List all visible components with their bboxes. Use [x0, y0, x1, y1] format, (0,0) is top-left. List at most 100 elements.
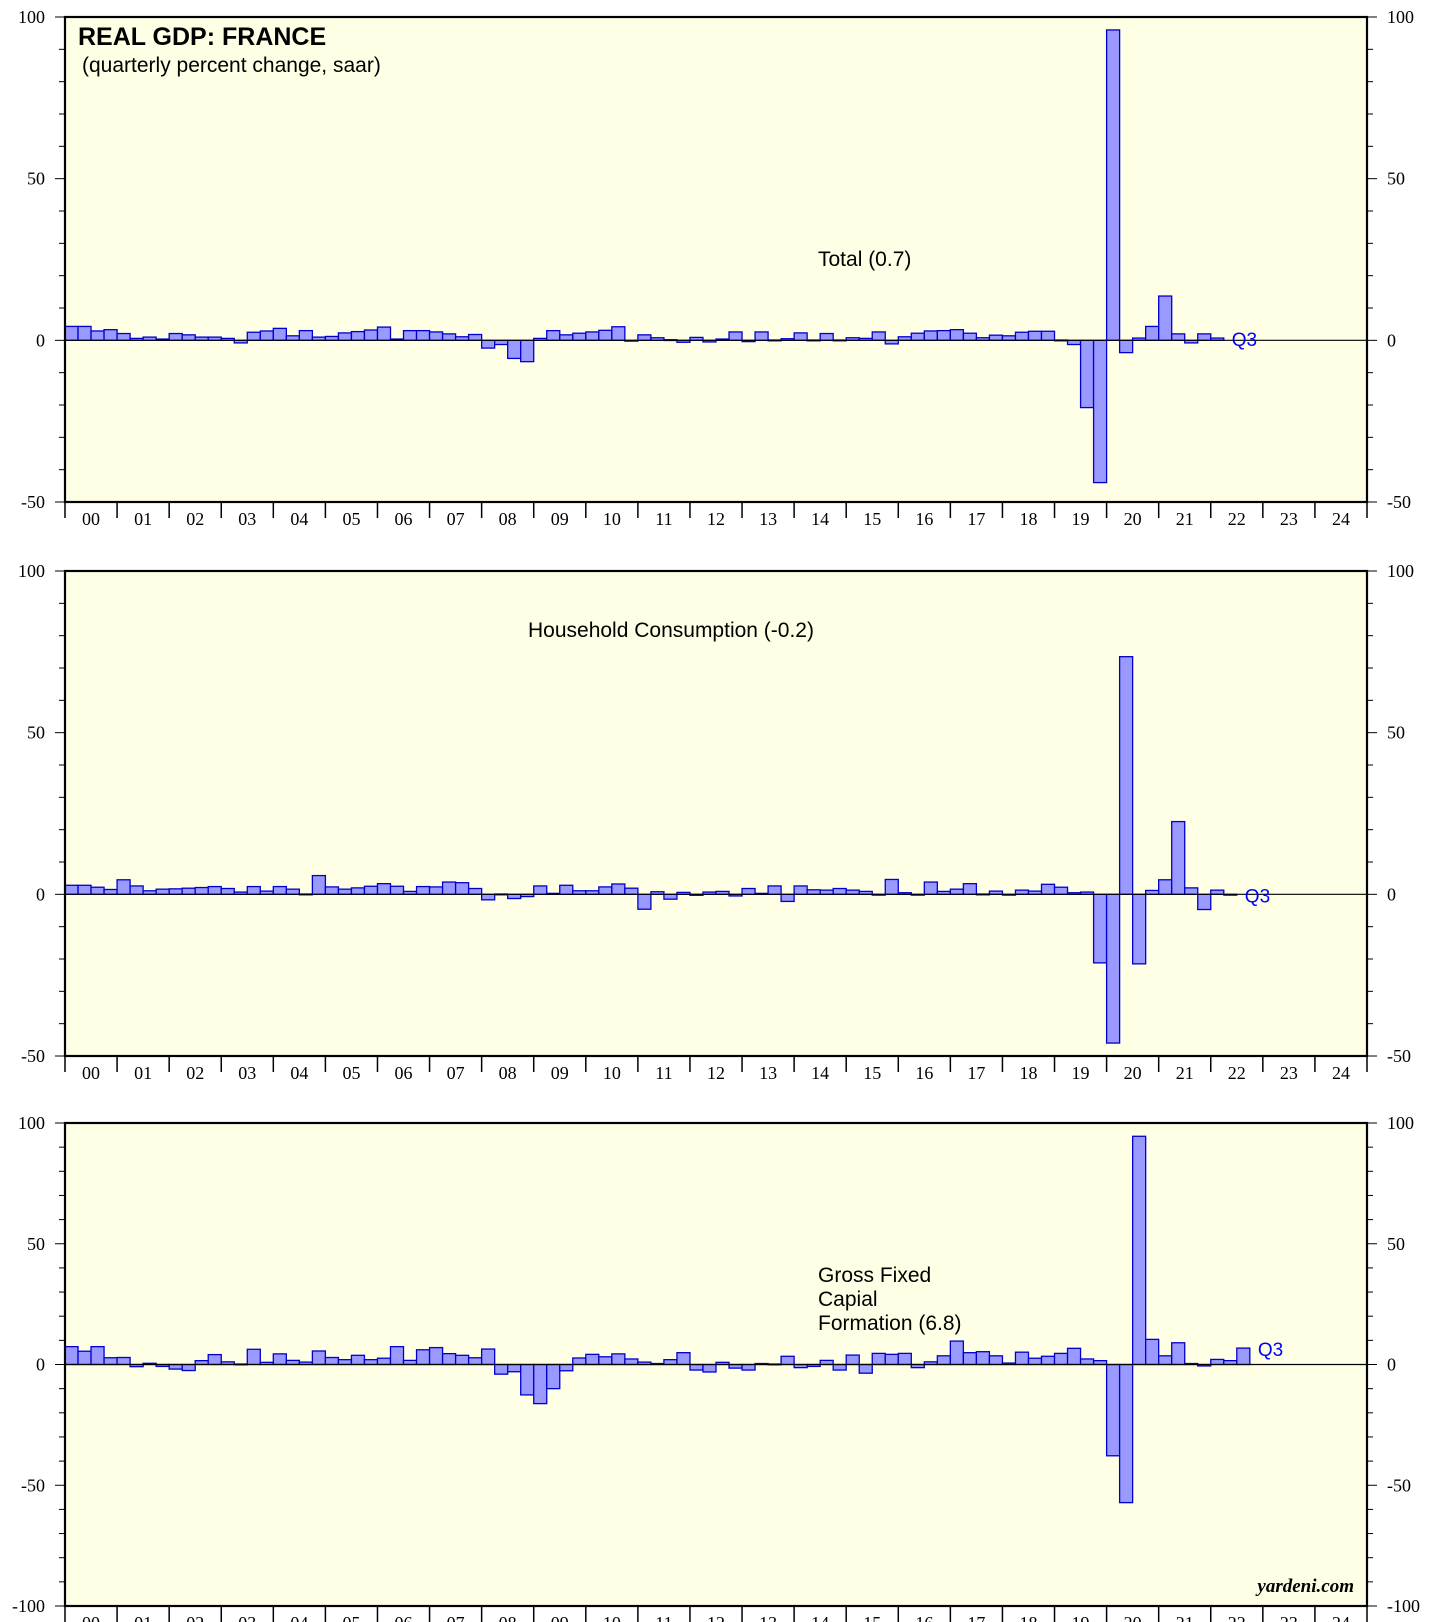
bar-total-27	[415, 329, 431, 341]
x-tick-label: 17	[967, 509, 985, 529]
y-tick-label-left: 0	[36, 1355, 45, 1375]
x-tick-label: 13	[759, 509, 777, 529]
y-tick-label-left: 50	[27, 1234, 45, 1254]
bar-total-16	[272, 327, 287, 341]
bar-household_consumption-11	[207, 885, 222, 895]
bar-gross_fixed_capital_formation-30	[454, 1354, 470, 1366]
y-tick-label-left: -50	[21, 1475, 45, 1495]
bar-gross_fixed_capital_formation-4	[116, 1356, 131, 1366]
bar-household_consumption-22	[350, 887, 366, 895]
x-tick-label: 04	[290, 1613, 308, 1622]
x-tick-label: 08	[499, 509, 517, 529]
bar-gross_fixed_capital_formation-19	[311, 1350, 327, 1366]
bar-household_consumption-85	[1171, 820, 1186, 895]
x-tick-label: 04	[290, 1063, 308, 1083]
bar-total-29	[441, 333, 457, 341]
x-tick-label: 21	[1176, 1613, 1194, 1622]
bar-gross_fixed_capital_formation-76	[1053, 1352, 1069, 1366]
bar-gross_fixed_capital_formation-85	[1171, 1342, 1186, 1366]
bar-total-69	[962, 332, 978, 341]
bar-total-84	[1158, 295, 1173, 341]
bar-household_consumption-43	[624, 887, 639, 895]
x-tick-label: 10	[603, 509, 621, 529]
bar-gross_fixed_capital_formation-90	[1236, 1347, 1251, 1366]
plot-frame	[63, 1121, 1369, 1608]
y-tick-label-left: -50	[21, 1046, 45, 1066]
bar-household_consumption-20	[324, 886, 340, 895]
bar-gross_fixed_capital_formation-61	[858, 1363, 873, 1374]
y-tick-label-left: 0	[36, 330, 45, 350]
bar-household_consumption-44	[637, 893, 652, 910]
bar-total-1	[77, 325, 92, 341]
bar-household_consumption-54	[767, 885, 782, 895]
bar-household_consumption-87	[1197, 893, 1212, 911]
y-tick-label-right: -50	[1387, 1046, 1411, 1066]
x-tick-label: 12	[707, 509, 725, 529]
x-tick-label: 20	[1124, 509, 1142, 529]
x-tick-label: 15	[863, 509, 881, 529]
bar-gross_fixed_capital_formation-9	[181, 1363, 196, 1372]
y-tick-label-right: 0	[1387, 884, 1396, 904]
bar-gross_fixed_capital_formation-67	[936, 1355, 952, 1366]
bar-gross_fixed_capital_formation-38	[559, 1363, 574, 1372]
bar-gross_fixed_capital_formation-32	[480, 1348, 496, 1366]
bar-gross_fixed_capital_formation-31	[467, 1357, 483, 1366]
bar-household_consumption-42	[611, 883, 626, 895]
bar-gross_fixed_capital_formation-46	[663, 1359, 678, 1366]
plot-frame	[63, 15, 1369, 504]
x-tick-label: 08	[499, 1063, 517, 1083]
bar-total-83	[1145, 325, 1160, 341]
bar-household_consumption-57	[806, 889, 821, 895]
y-tick-label-left: 100	[18, 7, 45, 27]
x-tick-label: 11	[655, 1063, 672, 1083]
bar-household_consumption-23	[363, 885, 379, 895]
x-tick-label: 00	[82, 509, 100, 529]
x-tick-label: 19	[1072, 509, 1090, 529]
x-tick-label: 12	[707, 1063, 725, 1083]
bar-gross_fixed_capital_formation-16	[272, 1353, 287, 1366]
bar-household_consumption-0	[64, 884, 79, 895]
bar-total-67	[936, 329, 952, 341]
y-tick-label-right: 50	[1387, 723, 1405, 743]
bar-total-68	[949, 329, 965, 341]
bar-total-39	[572, 332, 587, 341]
bar-household_consumption-88	[1210, 889, 1225, 895]
y-tick-label-left: 50	[27, 169, 45, 189]
bar-gross_fixed_capital_formation-83	[1145, 1338, 1160, 1366]
bar-household_consumption-66	[923, 881, 938, 895]
bar-gross_fixed_capital_formation-59	[832, 1363, 847, 1371]
x-tick-label: 18	[1019, 1063, 1037, 1083]
x-tick-label: 03	[238, 1613, 256, 1622]
latest-quarter-label: Q3	[1258, 1340, 1283, 1361]
y-tick-label-left: 100	[18, 561, 45, 581]
x-tick-label: 08	[499, 1613, 517, 1622]
x-tick-label: 24	[1332, 1613, 1350, 1622]
bar-gross_fixed_capital_formation-20	[324, 1356, 340, 1366]
x-tick-label: 10	[603, 1613, 621, 1622]
x-tick-label: 11	[655, 1613, 672, 1622]
x-tick-label: 14	[811, 1063, 829, 1083]
bar-gross_fixed_capital_formation-77	[1066, 1347, 1082, 1366]
bar-gross_fixed_capital_formation-41	[598, 1356, 613, 1366]
bar-total-75	[1040, 330, 1056, 341]
y-tick-label-left: -100	[12, 1596, 45, 1616]
bar-gross_fixed_capital_formation-58	[819, 1359, 834, 1366]
bar-total-8	[168, 332, 183, 341]
y-tick-label-left: 50	[27, 723, 45, 743]
bar-gross_fixed_capital_formation-3	[103, 1357, 118, 1366]
bar-household_consumption-73	[1014, 889, 1030, 895]
bar-gross_fixed_capital_formation-25	[389, 1345, 405, 1366]
bar-household_consumption-84	[1158, 879, 1173, 895]
bar-gross_fixed_capital_formation-33	[494, 1363, 509, 1375]
bar-gross_fixed_capital_formation-11	[207, 1353, 222, 1366]
bar-gross_fixed_capital_formation-42	[611, 1353, 626, 1366]
bar-household_consumption-38	[559, 884, 574, 895]
y-tick-label-right: 100	[1387, 1113, 1414, 1133]
x-tick-label: 04	[290, 509, 308, 529]
y-tick-label-right: 0	[1387, 330, 1396, 350]
y-tick-label-right: 100	[1387, 7, 1414, 27]
x-tick-label: 07	[447, 509, 465, 529]
bar-household_consumption-86	[1184, 887, 1199, 895]
bar-household_consumption-60	[845, 889, 860, 895]
